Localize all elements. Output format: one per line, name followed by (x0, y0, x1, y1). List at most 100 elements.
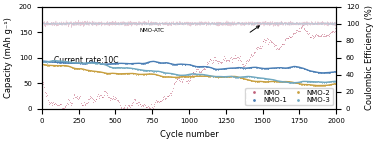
Point (242, 76, 248, 78)
Point (144, 61, 150, 64)
Point (74, 62, 80, 64)
Point (224, 76, 230, 78)
Point (129, 68, 135, 70)
Point (146, 106, 152, 109)
Point (109, 98, 115, 100)
Point (94, 62, 100, 64)
Point (261, 67, 267, 70)
Point (312, 35, 318, 37)
Point (181, 76, 187, 78)
Point (250, 54, 256, 56)
Point (214, 60, 220, 62)
Point (240, 78, 246, 80)
Point (102, 90, 108, 92)
Point (278, 66, 284, 69)
Point (110, 97, 116, 99)
Point (282, 67, 288, 69)
Point (153, 101, 160, 103)
Point (60, 61, 66, 64)
Point (276, 80, 282, 82)
Point (173, 79, 179, 82)
Point (303, 80, 309, 82)
Point (81, 68, 87, 70)
Point (43, 60, 50, 63)
Point (220, 58, 226, 61)
Point (51, 60, 57, 62)
Point (206, 58, 212, 60)
Point (313, 81, 319, 84)
Point (282, 80, 288, 83)
Point (314, 80, 321, 82)
Point (243, 67, 249, 69)
Point (60, 64, 66, 66)
Point (42, 64, 48, 66)
Point (121, 62, 127, 64)
Point (65, 98, 71, 100)
Point (273, 66, 279, 69)
Point (292, 32, 298, 34)
Point (82, 68, 88, 70)
Point (218, 68, 224, 70)
Point (310, 70, 316, 73)
Point (316, 35, 322, 37)
Point (82, 63, 88, 65)
Point (131, 67, 137, 70)
Point (251, 66, 257, 68)
Point (142, 104, 148, 106)
Point (160, 76, 166, 78)
Point (43, 94, 50, 97)
Point (223, 59, 229, 61)
Point (206, 66, 212, 68)
Point (93, 70, 99, 72)
Point (75, 62, 81, 64)
Point (112, 67, 118, 69)
Point (297, 83, 303, 85)
Point (176, 77, 182, 80)
Point (242, 63, 248, 66)
Point (101, 90, 107, 92)
Point (48, 64, 54, 66)
Point (97, 71, 103, 73)
Point (58, 65, 64, 67)
Point (324, 84, 330, 87)
Point (191, 73, 197, 75)
Point (66, 61, 72, 63)
Point (205, 62, 211, 64)
Point (98, 71, 104, 73)
Point (82, 62, 88, 64)
Point (287, 81, 293, 83)
Point (249, 66, 255, 69)
Point (209, 76, 215, 78)
Point (333, 71, 339, 74)
Point (149, 60, 155, 62)
Point (268, 78, 274, 80)
Point (51, 103, 57, 105)
Point (159, 71, 165, 74)
Point (248, 53, 254, 56)
Point (256, 77, 262, 79)
Point (211, 75, 217, 78)
Point (253, 46, 259, 49)
Point (59, 60, 65, 62)
Point (179, 75, 185, 77)
Point (307, 36, 313, 38)
Point (135, 101, 141, 103)
Point (73, 61, 79, 64)
Point (46, 64, 52, 66)
Point (289, 81, 295, 84)
Point (101, 63, 107, 65)
Point (49, 59, 55, 61)
Point (198, 71, 204, 73)
Point (56, 60, 62, 62)
Point (273, 80, 279, 83)
Point (233, 57, 239, 59)
Point (122, 63, 128, 65)
Point (252, 66, 258, 68)
Point (269, 80, 275, 83)
Point (304, 83, 310, 86)
Point (187, 73, 194, 75)
Point (122, 104, 128, 106)
Point (187, 63, 193, 66)
Point (252, 76, 258, 78)
Point (110, 62, 116, 65)
